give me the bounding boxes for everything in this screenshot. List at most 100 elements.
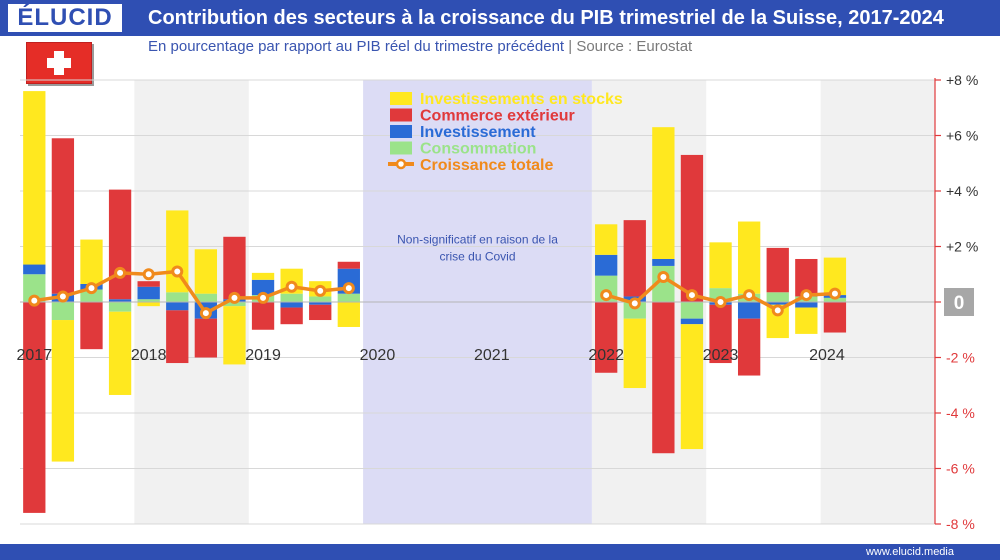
bar-consommation-2018T3 <box>194 293 218 302</box>
bar-investissement-2019T2 <box>280 302 303 308</box>
bar-stocks-2022T4 <box>680 324 704 450</box>
bar-commerce-2022T4 <box>680 154 704 302</box>
total-growth-point-2023T2 <box>743 289 756 302</box>
bar-investissement-2018T2 <box>166 302 189 311</box>
bar-commerce-2018T4 <box>223 236 246 300</box>
bar-consommation-2023T3 <box>766 292 789 302</box>
bar-stocks-2023T3 <box>766 304 789 339</box>
bar-commerce-2022T3 <box>652 302 675 454</box>
legend-label-stocks: Investissements en stocks <box>420 91 623 108</box>
bar-stocks-2017T2 <box>51 320 75 462</box>
y-tick-label: +6 % <box>946 128 978 144</box>
bar-stocks-2017T3 <box>80 239 103 284</box>
legend-label-croissance: Croissance totale <box>420 157 553 174</box>
y-tick-label: +8 % <box>946 72 978 88</box>
bar-stocks-2022T2 <box>623 318 646 389</box>
bar-commerce-2019T3 <box>309 304 332 321</box>
site-url[interactable]: www.elucid.media <box>865 546 954 558</box>
bar-investissement-2023T3 <box>766 302 789 305</box>
bar-stocks-2017T4 <box>108 311 132 395</box>
bar-commerce-2017T2 <box>51 138 75 294</box>
chart-title: Contribution des secteurs à la croissanc… <box>148 7 944 29</box>
bar-commerce-2023T1 <box>709 304 732 364</box>
total-growth-point-2019T2 <box>285 280 298 293</box>
bar-commerce-2019T1 <box>251 302 275 330</box>
bar-consommation-2017T3 <box>80 289 103 302</box>
total-growth-point-2017T2 <box>56 290 69 303</box>
bar-investissement-2017T1 <box>23 264 46 275</box>
legend-swatch-consommation <box>390 141 412 155</box>
legend-swatch-stocks <box>390 92 412 105</box>
header-banner: ÉLUCID Contribution des secteurs à la cr… <box>0 0 1000 36</box>
year-label-2017: 2017 <box>17 347 53 364</box>
legend-swatch-investissement <box>390 125 412 138</box>
covid-note-line: crise du Covid <box>439 250 515 264</box>
total-growth-point-2017T1 <box>28 294 41 307</box>
bar-consommation-2017T4 <box>108 302 132 312</box>
elucid-logo[interactable]: ÉLUCID <box>6 2 124 34</box>
bar-stocks-2018T4 <box>223 306 246 365</box>
legend-swatch-commerce <box>390 108 412 122</box>
zero-badge-label: 0 <box>954 293 965 314</box>
bar-commerce-2018T2 <box>166 310 189 364</box>
bar-investissement-2017T4 <box>108 299 132 302</box>
bar-commerce-2017T3 <box>80 302 103 350</box>
bar-commerce-2017T4 <box>108 189 132 300</box>
bar-stocks-2018T3 <box>194 249 218 294</box>
covid-note: Non-significatif en raison de la crise du… <box>397 233 558 264</box>
bar-stocks-2023T1 <box>709 242 732 289</box>
bar-consommation-2017T2 <box>51 302 75 321</box>
year-labels: 2017 2018 2019 2020 2021 2022 2023 2024 <box>17 347 845 364</box>
bar-consommation-2022T4 <box>680 302 704 319</box>
y-tick-label: -6 % <box>946 461 975 477</box>
bar-consommation-2019T3 <box>309 296 332 302</box>
bar-investissement-2019T3 <box>309 302 332 305</box>
bar-consommation-2019T4 <box>337 293 360 302</box>
bar-commerce-2017T1 <box>23 302 46 513</box>
footer-banner: www.elucid.media <box>0 544 1000 560</box>
bar-investissement-2023T2 <box>737 302 761 319</box>
total-growth-point-2022T1 <box>600 289 613 302</box>
total-growth-point-2023T3 <box>771 304 784 317</box>
year-label-2023: 2023 <box>703 347 739 364</box>
total-growth-point-2019T4 <box>342 282 355 295</box>
total-growth-point-2023T1 <box>714 296 727 308</box>
bar-stocks-2018T1 <box>137 302 160 307</box>
bar-commerce-2019T4 <box>337 261 360 269</box>
chart-subtitle: En pourcentage par rapport au PIB réel d… <box>148 38 692 56</box>
total-growth-point-2018T1 <box>142 268 155 281</box>
bar-commerce-2018T1 <box>137 281 160 287</box>
bar-stocks-2022T1 <box>595 224 618 255</box>
total-growth-line <box>28 265 841 320</box>
bar-investissement-2022T1 <box>595 254 618 276</box>
bar-stocks-2017T1 <box>23 91 46 265</box>
covid-note-line: Non-significatif en raison de la <box>397 233 558 247</box>
bar-commerce-2023T4 <box>795 258 818 297</box>
bar-consommation-2017T1 <box>23 274 46 302</box>
subtitle-text: En pourcentage par rapport au PIB réel d… <box>148 38 565 55</box>
total-growth-point-2018T4 <box>228 291 241 304</box>
legend-label-commerce: Commerce extérieur <box>420 108 575 125</box>
total-growth-point-2019T1 <box>257 291 270 304</box>
total-growth-point-2017T4 <box>114 266 127 279</box>
bar-stocks-2019T1 <box>251 272 275 280</box>
y-tick-label: +4 % <box>946 183 978 199</box>
total-growth-point-2018T2 <box>171 265 184 278</box>
year-label-2019: 2019 <box>245 347 281 364</box>
total-growth-point-2023T4 <box>800 289 813 302</box>
swiss-flag-icon <box>26 42 92 84</box>
total-growth-point-2022T2 <box>628 297 641 310</box>
bar-commerce-2024T1 <box>823 302 847 333</box>
bar-commerce-2023T3 <box>766 247 789 293</box>
bar-stocks-2024T1 <box>823 257 847 296</box>
bar-investissement-2019T1 <box>251 279 275 296</box>
bar-commerce-2022T2 <box>623 220 646 297</box>
legend-marker-croissance <box>395 158 407 170</box>
bar-stocks-2019T4 <box>337 302 360 327</box>
year-label-2018: 2018 <box>131 347 167 364</box>
y-tick-label: -2 % <box>946 350 975 366</box>
subtitle-separator: | <box>568 38 573 55</box>
total-growth-point-2019T3 <box>314 284 327 297</box>
bar-investissement-2023T4 <box>795 302 818 308</box>
